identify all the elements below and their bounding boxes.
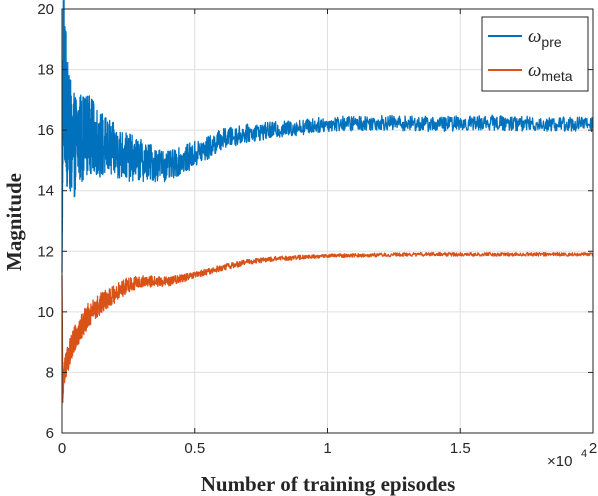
series-line-meta — [61, 251, 594, 404]
y-axis-title: Magnitude — [2, 173, 26, 271]
legend-entry-meta: ωmeta — [488, 60, 573, 84]
y-tick-label: 10 — [37, 304, 54, 321]
y-tick-label: 20 — [37, 1, 54, 18]
x-tick-label: 0.5 — [184, 440, 205, 457]
series-line-pre — [61, 0, 594, 273]
x-multiplier-base: ×10 — [547, 453, 572, 470]
x-tick-label: 1.5 — [450, 440, 471, 457]
y-tick-label: 14 — [37, 183, 54, 200]
x-tick-label: 0 — [58, 440, 66, 457]
x-axis-title: Number of training episodes — [201, 472, 456, 496]
legend-label-pre: ωpre — [528, 26, 562, 50]
x-multiplier-exponent: 4 — [581, 448, 587, 460]
axis-ticks — [61, 8, 594, 434]
legend: ωpre ωmeta — [481, 16, 589, 92]
legend-label-meta: ωmeta — [528, 60, 573, 84]
tick-labels: 0 0.5 1 1.5 2 6 8 10 12 14 16 18 20 — [37, 1, 597, 457]
y-tick-label: 18 — [37, 62, 54, 79]
x-tick-label: 2 — [589, 440, 597, 457]
y-tick-label: 8 — [46, 364, 54, 381]
y-tick-label: 12 — [37, 243, 54, 260]
x-tick-label: 1 — [323, 440, 331, 457]
x-axis-multiplier: ×10 4 — [547, 448, 587, 470]
series-layer — [61, 0, 594, 404]
y-tick-label: 16 — [37, 122, 54, 139]
legend-entry-pre: ωpre — [488, 26, 562, 50]
legend-box — [481, 16, 589, 92]
y-tick-label: 6 — [46, 425, 54, 442]
